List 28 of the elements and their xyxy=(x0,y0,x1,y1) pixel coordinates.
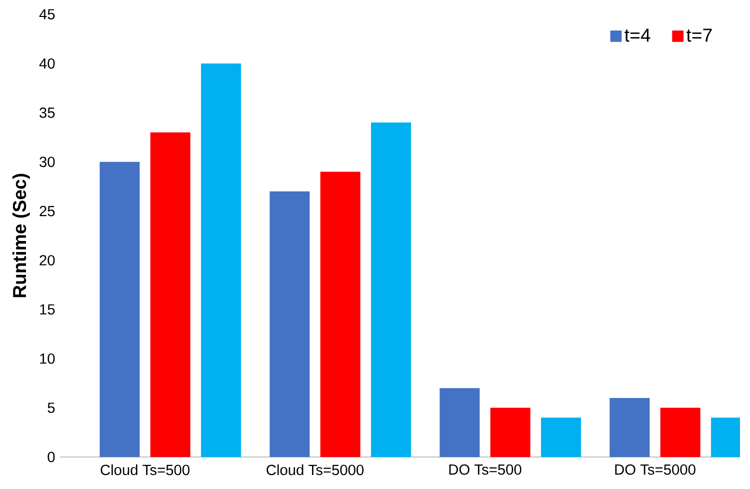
bar xyxy=(270,191,310,457)
y-tick-label: 25 xyxy=(40,206,55,216)
y-tick-label: 10 xyxy=(40,353,55,364)
bar xyxy=(150,132,190,457)
x-tick-label: Cloud Ts=500 xyxy=(100,464,190,476)
x-tick-label: DO Ts=500 xyxy=(449,464,522,475)
bar xyxy=(100,162,140,457)
bar xyxy=(610,398,650,457)
y-tick-label: 15 xyxy=(40,304,55,315)
bar xyxy=(201,64,242,457)
x-tick-label: Cloud Ts=5000 xyxy=(266,464,364,476)
bar xyxy=(371,122,411,457)
bar xyxy=(320,172,360,457)
y-axis-title: Runtime (Sec) xyxy=(12,174,30,298)
y-tick-label: 0 xyxy=(48,452,55,462)
legend-label: t=7 xyxy=(686,28,712,42)
y-tick-label: 35 xyxy=(40,108,55,118)
bar xyxy=(660,408,700,457)
y-tick-label: 30 xyxy=(40,156,55,168)
y-tick-label: 40 xyxy=(39,58,55,69)
bar xyxy=(440,388,480,457)
y-tick-label: 20 xyxy=(40,255,55,266)
y-tick-label: 45 xyxy=(39,9,55,20)
bar xyxy=(490,408,530,457)
bar xyxy=(541,418,581,457)
y-tick-label: 5 xyxy=(48,402,55,413)
x-tick-label: DO Ts=5000 xyxy=(615,464,696,475)
legend-label: t=4 xyxy=(624,28,650,42)
